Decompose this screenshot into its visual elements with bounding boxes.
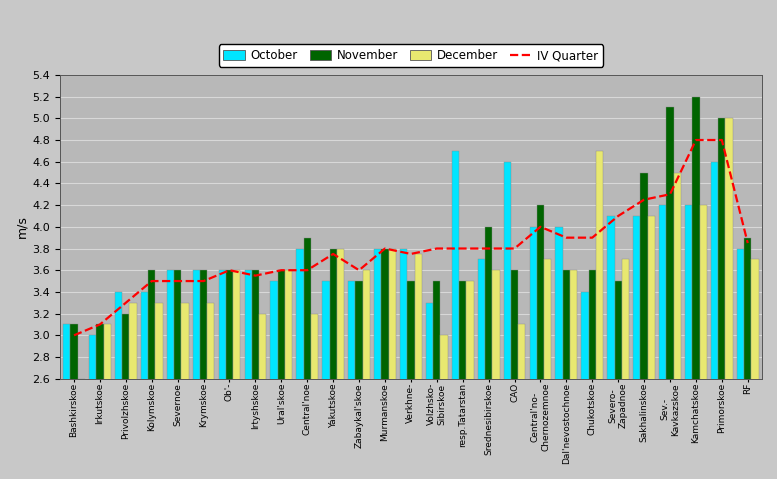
Bar: [89, 335, 96, 479]
Bar: [478, 259, 485, 479]
Bar: [311, 314, 318, 479]
Bar: [103, 324, 111, 479]
Bar: [233, 270, 240, 479]
Bar: [544, 259, 552, 479]
Bar: [667, 107, 674, 479]
Bar: [218, 270, 226, 479]
Bar: [363, 270, 370, 479]
Bar: [674, 172, 681, 479]
Bar: [699, 205, 707, 479]
Bar: [530, 227, 537, 479]
Bar: [277, 270, 285, 479]
Bar: [207, 303, 214, 479]
Bar: [737, 249, 744, 479]
Bar: [485, 227, 493, 479]
Bar: [563, 270, 570, 479]
Bar: [407, 281, 414, 479]
Bar: [608, 216, 615, 479]
Bar: [285, 270, 292, 479]
Bar: [518, 324, 525, 479]
Bar: [355, 281, 363, 479]
Bar: [441, 335, 448, 479]
Bar: [711, 162, 718, 479]
Bar: [751, 259, 758, 479]
Bar: [426, 303, 433, 479]
Bar: [252, 270, 259, 479]
Bar: [115, 292, 122, 479]
Bar: [63, 324, 71, 479]
Bar: [174, 270, 181, 479]
Bar: [382, 249, 388, 479]
Bar: [633, 216, 640, 479]
Bar: [130, 303, 137, 479]
Bar: [155, 303, 162, 479]
Bar: [466, 281, 474, 479]
Bar: [167, 270, 174, 479]
Bar: [511, 270, 518, 479]
Bar: [122, 314, 130, 479]
Legend: October, November, December, IV Quarter: October, November, December, IV Quarter: [218, 45, 603, 67]
Bar: [141, 292, 148, 479]
Bar: [193, 270, 200, 479]
Bar: [622, 259, 629, 479]
Bar: [304, 238, 311, 479]
Bar: [433, 281, 441, 479]
Bar: [596, 151, 603, 479]
Bar: [71, 324, 78, 479]
Bar: [659, 205, 667, 479]
Bar: [726, 118, 733, 479]
Bar: [414, 254, 422, 479]
Bar: [744, 238, 751, 479]
Bar: [581, 292, 589, 479]
Bar: [570, 270, 577, 479]
Bar: [329, 249, 336, 479]
Bar: [78, 379, 85, 479]
Bar: [348, 281, 355, 479]
Bar: [388, 249, 395, 479]
Bar: [148, 270, 155, 479]
Bar: [336, 249, 344, 479]
Bar: [615, 281, 622, 479]
Bar: [181, 303, 189, 479]
Bar: [451, 151, 459, 479]
Bar: [322, 281, 329, 479]
Bar: [692, 97, 699, 479]
Bar: [259, 314, 267, 479]
Bar: [556, 227, 563, 479]
Bar: [374, 249, 382, 479]
Bar: [589, 270, 596, 479]
Bar: [296, 249, 304, 479]
Bar: [718, 118, 726, 479]
Bar: [245, 270, 252, 479]
Bar: [537, 205, 544, 479]
Bar: [400, 249, 407, 479]
Bar: [640, 172, 648, 479]
Bar: [270, 281, 277, 479]
Bar: [226, 270, 233, 479]
Bar: [459, 281, 466, 479]
Bar: [648, 216, 655, 479]
Bar: [493, 270, 500, 479]
Bar: [503, 162, 511, 479]
Bar: [96, 324, 103, 479]
Y-axis label: m/s: m/s: [15, 216, 28, 238]
Bar: [685, 205, 692, 479]
Bar: [200, 270, 207, 479]
